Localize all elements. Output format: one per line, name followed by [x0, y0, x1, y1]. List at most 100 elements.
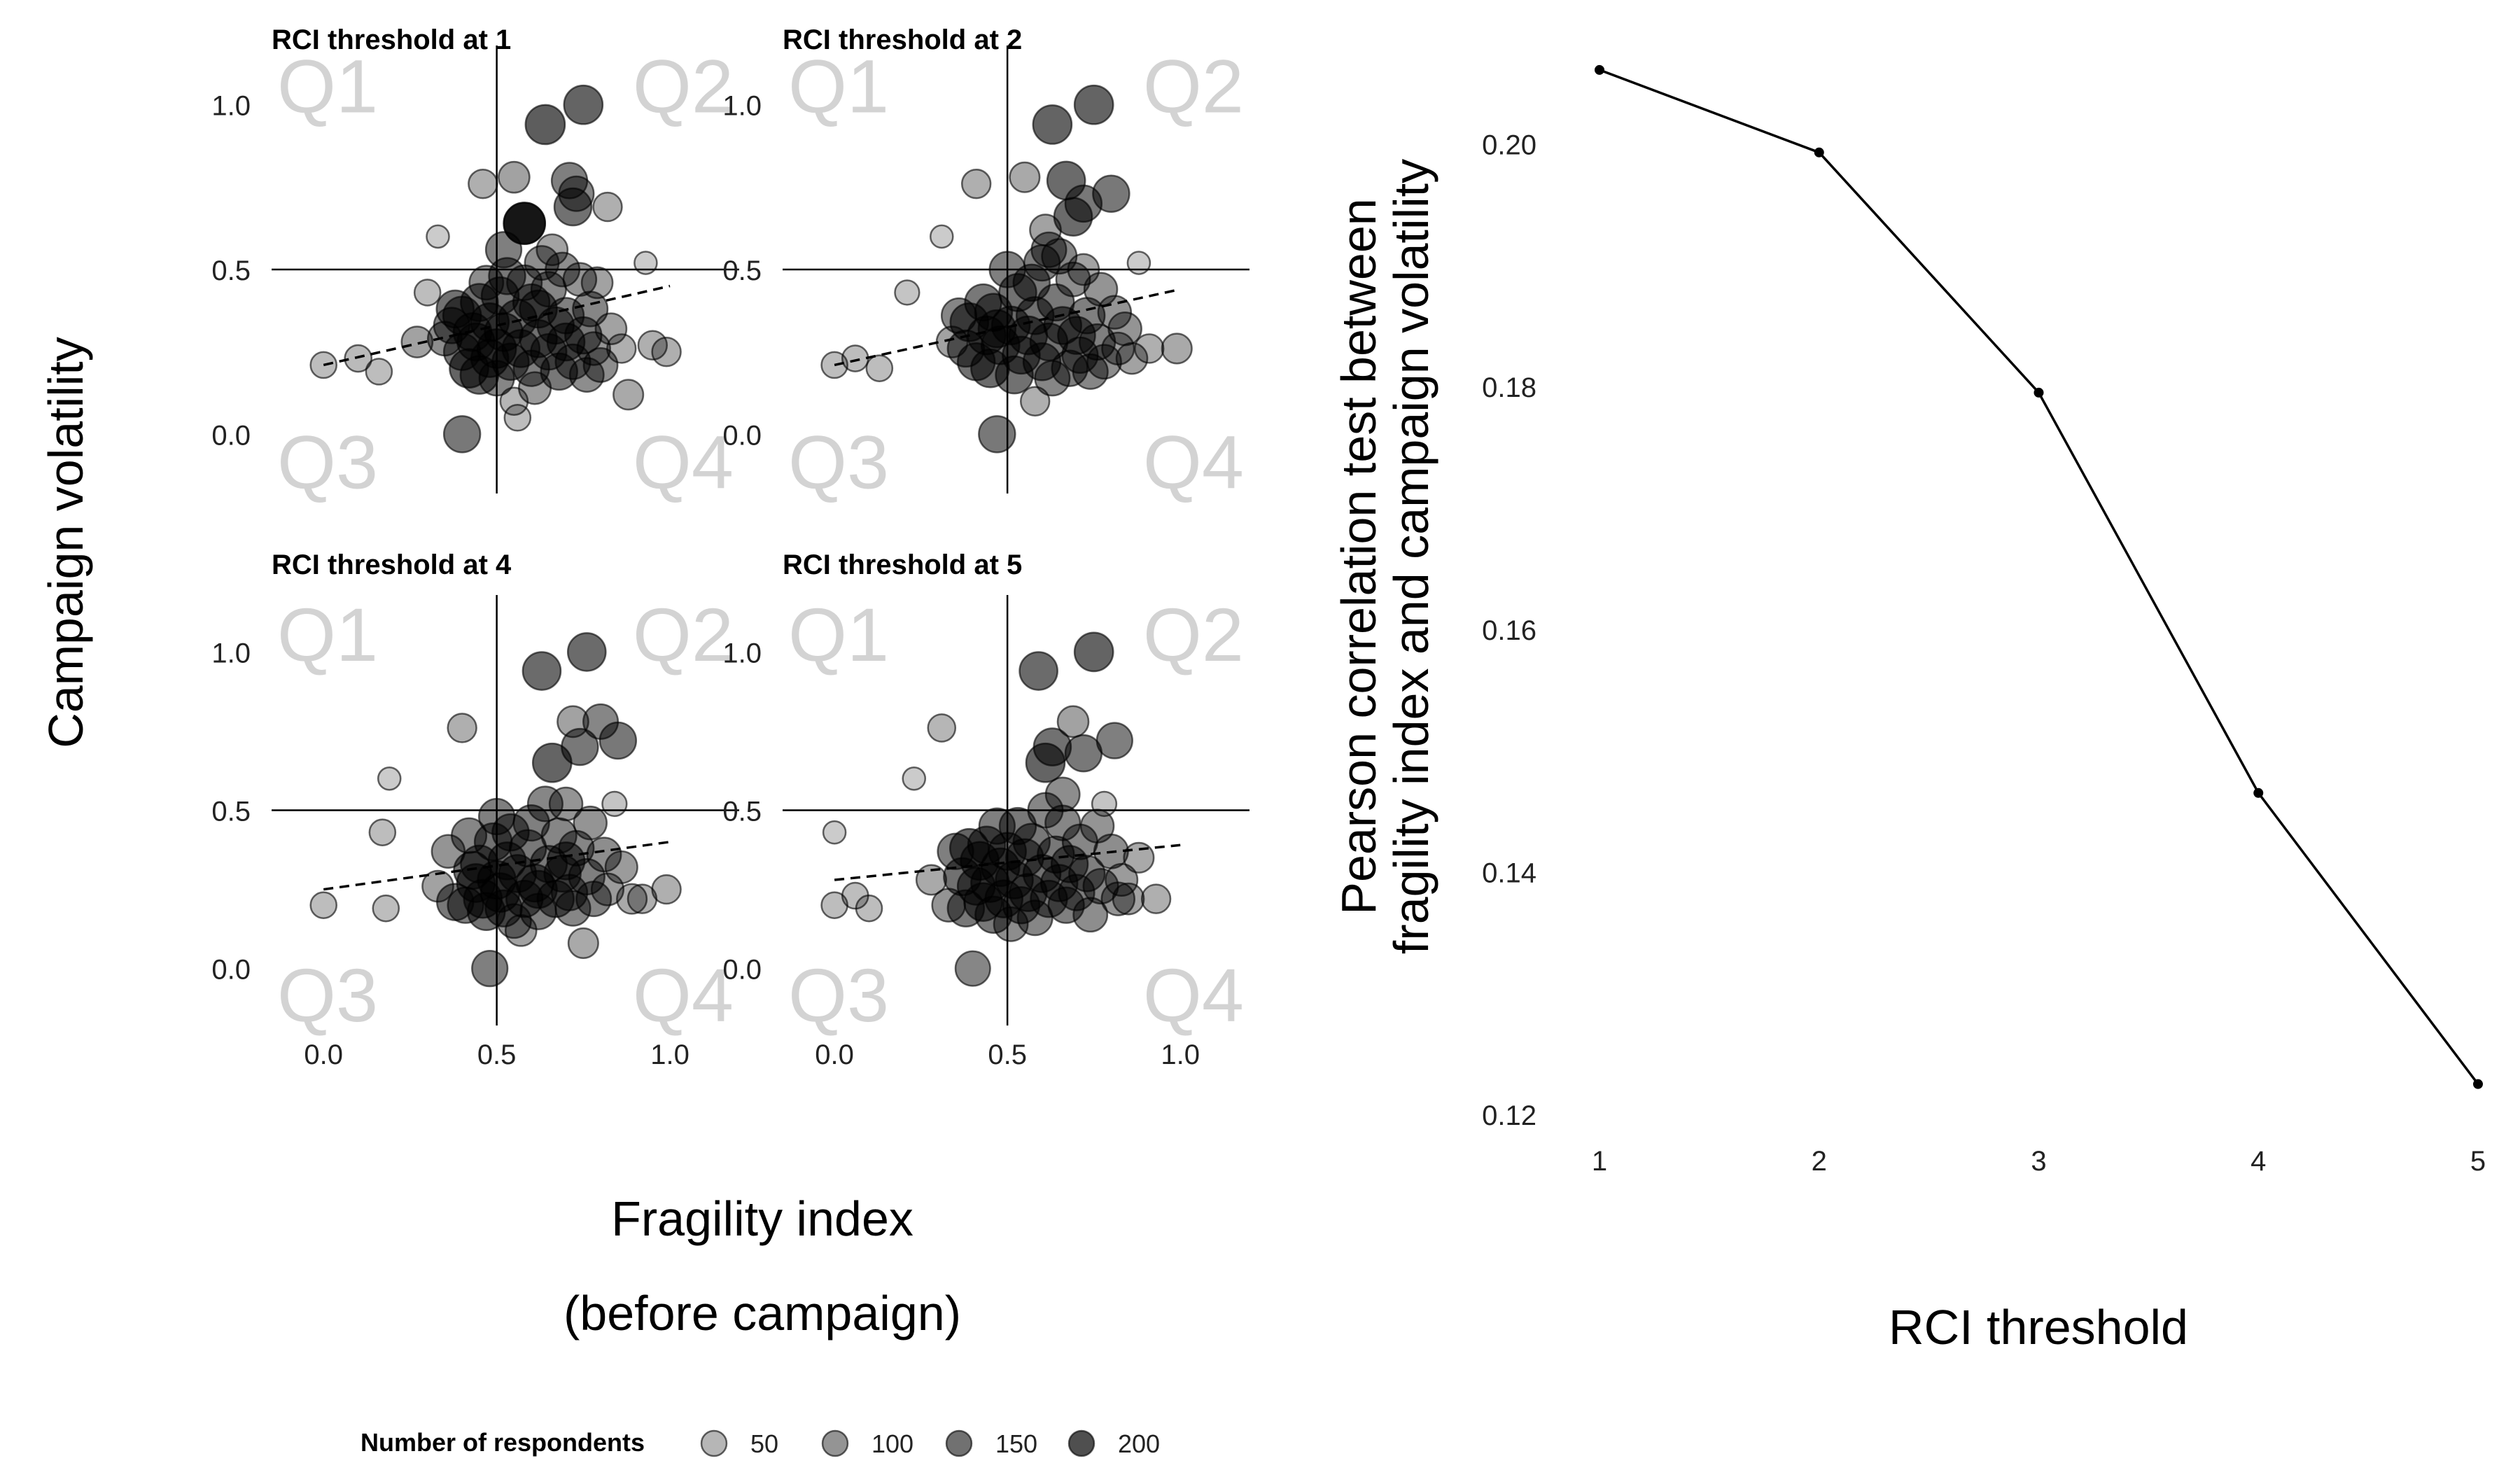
trend-line	[323, 284, 671, 367]
scatter-point	[1115, 342, 1149, 375]
x-tick-label: 1.0	[1161, 1040, 1200, 1070]
scatter-point	[566, 632, 607, 672]
y-axis-label-right-line1: Pearson correlation test between	[1331, 198, 1386, 914]
scatter-point	[498, 160, 531, 194]
scatter-point	[471, 949, 509, 988]
scatter-point	[594, 312, 628, 346]
size-legend: Number of respondents 50 100 150 200	[360, 1428, 1160, 1458]
quadrant-label-q2: Q2	[633, 592, 734, 677]
quadrant-label-q4: Q4	[1143, 419, 1244, 504]
y-axis-label-right-line2: fragility index and campaign volatility	[1384, 159, 1438, 954]
scatter-point	[442, 415, 482, 454]
scatter-point	[1112, 882, 1145, 916]
x-tick-label: 4	[2250, 1146, 2266, 1177]
x-tick-label: 0.0	[815, 1040, 854, 1070]
scatter-point	[894, 279, 920, 306]
quadrant-label-q3: Q3	[277, 953, 378, 1037]
x-tick-label: 2	[1812, 1146, 1827, 1177]
scatter-point	[612, 379, 645, 411]
quadrant-label-q1: Q1	[788, 44, 889, 129]
scatter-point	[1091, 790, 1118, 818]
quadrant-label-q1: Q1	[277, 44, 378, 129]
scatter-point	[978, 415, 1016, 454]
y-tick-label: 0.0	[211, 955, 251, 986]
y-tick-label: 0.0	[722, 955, 762, 986]
scatter-point	[822, 820, 847, 845]
scatter-point	[344, 344, 373, 373]
scatter-point	[561, 727, 599, 766]
scatter-point	[554, 890, 592, 927]
x-tick-label: 0.5	[988, 1040, 1027, 1070]
legend-key-label: 150	[995, 1429, 1037, 1458]
scatter-point	[855, 894, 883, 923]
legend-key-label: 200	[1118, 1429, 1160, 1458]
scatter-point	[522, 651, 562, 691]
scatter-point	[573, 805, 608, 841]
y-tick-label: 0.5	[722, 797, 762, 827]
panel-title: RCI threshold at 4	[272, 550, 512, 580]
y-tick-label: 0.5	[211, 797, 251, 827]
scatter-point	[927, 713, 957, 743]
y-tick-label: 0.5	[211, 255, 251, 286]
panel-rci-4: RCI threshold at 4 Q1 Q2 Q3 Q4 0.0 0.5 1.0 0.0 0.…	[211, 550, 739, 1070]
correlation-point	[1595, 64, 1604, 75]
quadrant-label-q2: Q2	[633, 44, 734, 129]
quadrant-label-q1: Q1	[788, 592, 889, 677]
scatter-point	[1140, 883, 1172, 914]
correlation-point	[2033, 387, 2044, 398]
panel-rci-1: RCI threshold at 1Q1 Q2 Q3 Q4 0.0 0.5 1.0	[211, 24, 739, 504]
legend-key-label: 50	[750, 1429, 778, 1458]
x-tick-label: 3	[2031, 1146, 2046, 1177]
y-tick-label: 0.16	[1482, 615, 1536, 646]
scatter-point	[598, 721, 638, 760]
trend-line	[834, 844, 1181, 881]
y-tick-label: 0.14	[1482, 858, 1536, 888]
scatter-point	[546, 841, 586, 881]
y-tick-label: 0.0	[211, 420, 251, 451]
scatter-point	[1097, 295, 1133, 330]
quadrant-label-q3: Q3	[277, 419, 378, 504]
scatter-point	[368, 818, 397, 846]
scatter-point	[841, 344, 869, 372]
scatter-point	[470, 339, 510, 378]
legend-title: Number of respondents	[360, 1428, 645, 1457]
scatter-point	[637, 330, 668, 360]
x-axis-label-left-line1: Fragility index	[611, 1191, 913, 1246]
scatter-point	[1073, 631, 1114, 673]
x-tick-label: 1	[1592, 1146, 1607, 1177]
scatter-point	[1044, 776, 1081, 813]
panel-title: RCI threshold at 1	[272, 24, 511, 55]
panel-rci-2: RCI threshold at 2Q1 Q2 Q3 Q4 0.0 0.5 1.0	[722, 24, 1250, 504]
scatter-point	[634, 251, 658, 275]
scatter-point	[1126, 251, 1152, 275]
scatter-point	[865, 354, 894, 382]
panel-title: RCI threshold at 2	[783, 24, 1022, 55]
correlation-series-line	[1599, 69, 2479, 1085]
scatter-point	[1055, 261, 1091, 298]
correlation-line-chart: 0.12 0.14 0.16 0.18 0.20 1 2 3 4 5	[1482, 64, 2486, 1177]
scatter-point	[468, 168, 498, 200]
quadrant-label-q4: Q4	[633, 953, 734, 1037]
scatter-point	[526, 785, 564, 822]
scatter-point	[1134, 333, 1165, 364]
x-tick-label: 0.0	[304, 1040, 343, 1070]
scatter-point	[601, 790, 628, 818]
y-tick-label: 0.12	[1482, 1100, 1536, 1131]
scatter-point	[377, 766, 402, 791]
trend-line	[834, 288, 1181, 367]
y-tick-label: 0.20	[1482, 130, 1536, 161]
correlation-point	[2473, 1079, 2483, 1089]
quadrant-label-q4: Q4	[633, 419, 734, 504]
x-axis-label-right: RCI threshold	[1889, 1300, 2188, 1354]
scatter-point	[586, 836, 622, 873]
scatter-point	[1072, 897, 1109, 933]
scatter-point	[1032, 104, 1073, 145]
scatter-point	[572, 290, 609, 328]
quadrant-label-q2: Q2	[1143, 592, 1244, 677]
scatter-point	[1086, 344, 1122, 380]
scatter-point	[548, 786, 584, 822]
scatter-point	[604, 850, 638, 884]
scatter-point	[567, 927, 599, 959]
scatter-point	[1092, 174, 1130, 213]
